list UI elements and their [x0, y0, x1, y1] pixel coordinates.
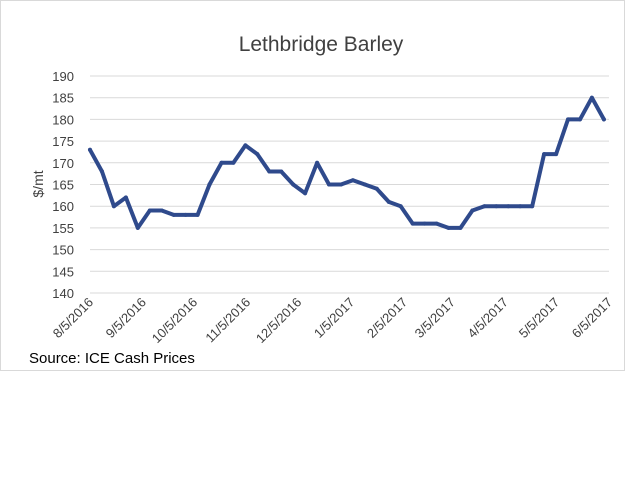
x-tick-label: 8/5/2016	[50, 295, 96, 341]
data-point	[422, 221, 427, 226]
y-tick-label: 185	[52, 91, 74, 106]
x-tick-label: 10/5/2016	[149, 295, 201, 347]
data-point	[458, 225, 463, 230]
y-tick-label: 155	[52, 221, 74, 236]
y-axis-label: $/mt	[30, 170, 46, 197]
data-point	[231, 160, 236, 165]
x-axis-ticks: 8/5/2016 9/5/2016 10/5/2016 11/5/2016 12/5/2…	[50, 295, 615, 347]
series-layer	[88, 95, 606, 230]
data-point	[243, 143, 248, 148]
data-point	[88, 147, 92, 152]
data-point	[542, 152, 547, 157]
x-tick-label: 12/5/2016	[253, 295, 305, 347]
data-point	[279, 169, 284, 174]
data-point	[446, 225, 451, 230]
x-tick-label: 4/5/2017	[465, 295, 511, 341]
data-point	[398, 204, 403, 209]
chart: Lethbridge Barley 1401451501551601651701…	[30, 33, 615, 347]
data-point	[291, 182, 296, 187]
data-point	[219, 160, 224, 165]
data-point	[566, 117, 570, 122]
y-tick-label: 160	[52, 199, 74, 214]
data-point	[434, 221, 439, 226]
gridlines	[90, 75, 609, 294]
chart-frame: Lethbridge Barley 140 145 150 155 160 165 170 1…	[0, 0, 625, 371]
data-point	[506, 204, 511, 209]
data-point	[530, 204, 535, 209]
data-point	[195, 212, 200, 217]
data-point	[207, 182, 212, 187]
data-point	[171, 212, 176, 217]
x-tick-label: 9/5/2016	[103, 295, 149, 341]
x-tick-label: 2/5/2017	[364, 295, 410, 341]
data-point	[518, 204, 523, 209]
x-tick-label: 3/5/2017	[412, 295, 458, 341]
data-point	[111, 204, 116, 209]
y-tick-label: 190	[52, 69, 74, 84]
data-point	[267, 169, 272, 174]
x-tick-label: 6/5/2017	[569, 295, 615, 341]
chart-title: Lethbridge Barley	[239, 33, 404, 56]
data-point	[494, 204, 499, 209]
y-tick-label: 165	[52, 178, 74, 193]
x-tick-label: 1/5/2017	[311, 295, 357, 341]
data-point	[327, 182, 331, 187]
x-tick-label: 5/5/2017	[516, 295, 562, 341]
source-note: Source: ICE Cash Prices	[29, 350, 195, 367]
data-point	[183, 212, 188, 217]
data-point	[315, 160, 320, 165]
y-tick-label: 175	[52, 134, 74, 149]
data-point	[554, 152, 559, 157]
data-point	[123, 195, 128, 200]
data-point	[339, 182, 343, 187]
data-point	[350, 178, 355, 183]
data-point	[374, 186, 379, 191]
y-tick-label: 140	[52, 286, 74, 301]
y-tick-label: 180	[52, 112, 74, 127]
data-point	[255, 152, 260, 157]
data-point	[159, 208, 164, 213]
data-point	[147, 208, 152, 213]
data-point	[100, 169, 104, 174]
data-point	[303, 191, 308, 196]
data-point	[470, 208, 475, 213]
data-point	[601, 117, 606, 122]
data-point	[589, 95, 594, 100]
data-point	[135, 225, 140, 230]
data-point	[362, 182, 367, 187]
y-tick-label: 170	[52, 156, 74, 171]
x-tick-label: 11/5/2016	[202, 295, 253, 346]
data-point	[578, 117, 582, 122]
data-point	[410, 221, 415, 226]
y-tick-label: 150	[52, 243, 74, 258]
data-point	[482, 204, 487, 209]
data-point	[386, 199, 391, 204]
y-tick-label: 145	[52, 264, 74, 279]
y-axis-ticks: 140 145 150 155 160 165 170 175 180 185 190	[52, 69, 74, 301]
